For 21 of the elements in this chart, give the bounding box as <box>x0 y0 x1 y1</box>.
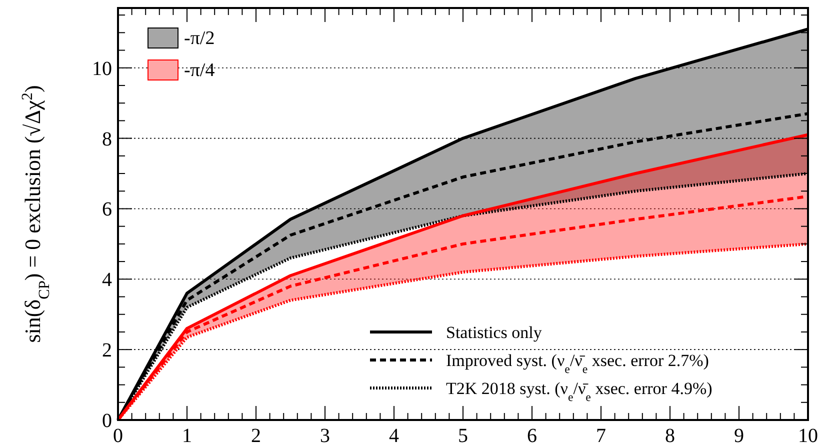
y-tick-label: 0 <box>102 410 112 432</box>
x-tick-label: 7 <box>596 425 606 447</box>
x-tick-label: 4 <box>389 425 399 447</box>
x-tick-label: 1 <box>182 425 192 447</box>
x-tick-label: 2 <box>251 425 261 447</box>
annotation: -π/2 <box>184 28 215 49</box>
y-tick-label: 2 <box>102 340 112 362</box>
annotation: -π/4 <box>184 60 216 81</box>
x-tick-label: 5 <box>458 425 468 447</box>
x-tick-label: 10 <box>798 425 818 447</box>
y-tick-label: 6 <box>102 198 112 221</box>
x-tick-label: 9 <box>734 425 744 447</box>
legend-label: Improved syst. (ν$_{e}$/ν̄$_{e}$ xsec. error 2.7%) <box>446 351 709 376</box>
legend-label: T2K 2018 syst. (ν$_{e}$/ν̄$_{e}$ xsec. error 4.9%) <box>446 379 712 404</box>
legend-label: Statistics only <box>446 323 542 342</box>
x-tick-label: 6 <box>527 425 537 447</box>
y-tick-label: 10 <box>92 58 112 80</box>
x-tick-label: 8 <box>665 425 675 447</box>
x-tick-label: 3 <box>320 425 330 447</box>
y-tick-label: 8 <box>102 128 112 150</box>
y-tick-label: 4 <box>102 269 112 292</box>
